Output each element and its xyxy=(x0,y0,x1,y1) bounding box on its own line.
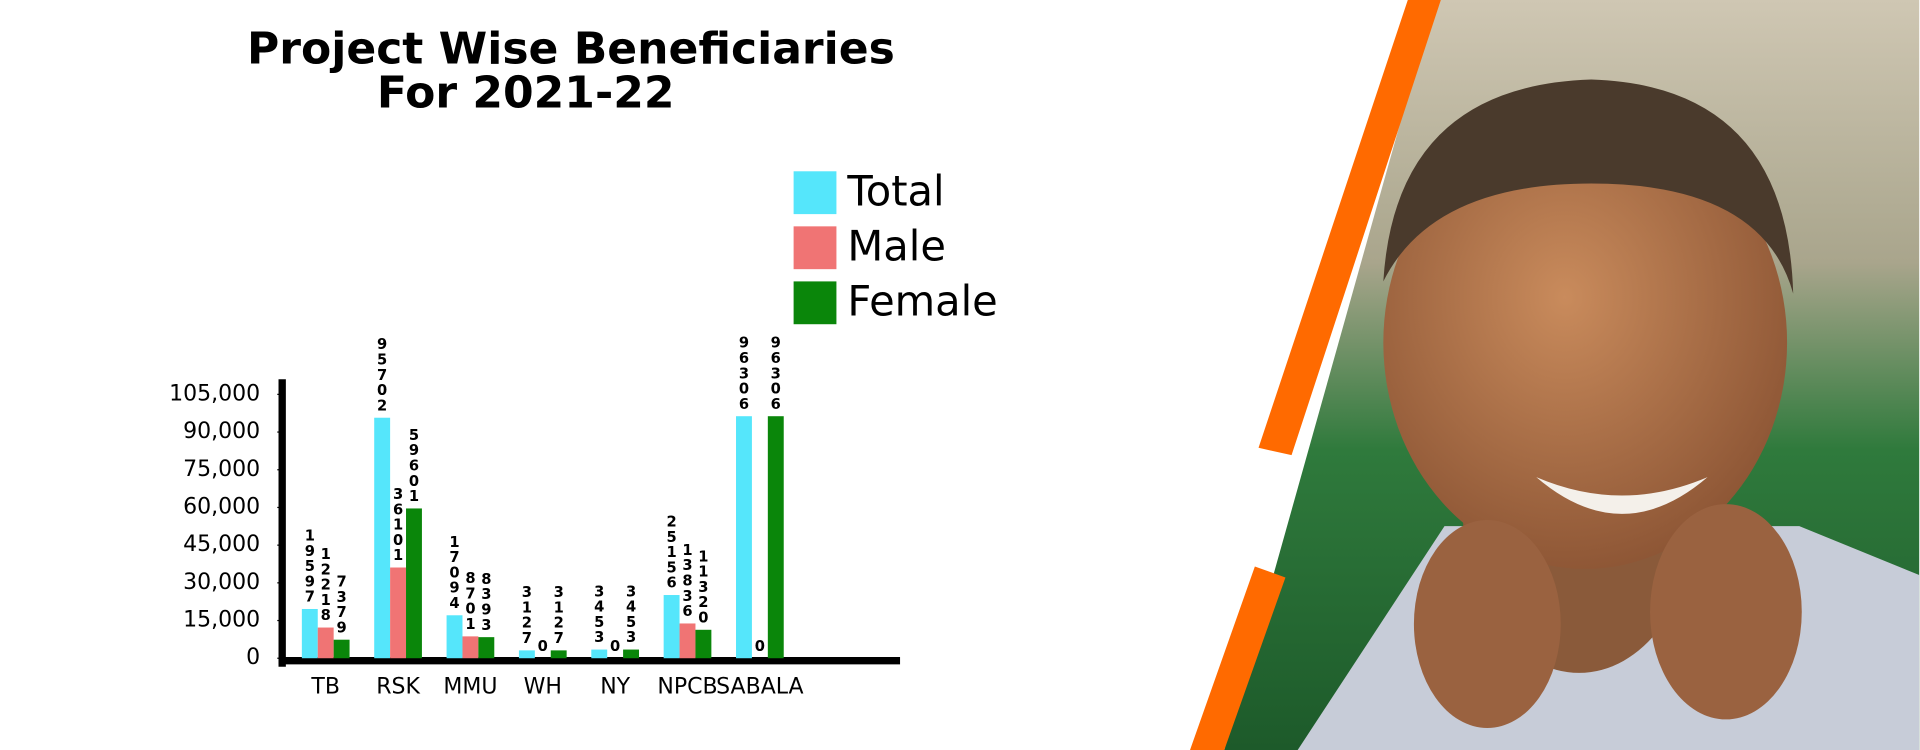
bar xyxy=(446,615,463,659)
x-tick-label: MMU xyxy=(443,675,497,700)
photo xyxy=(1190,0,1920,750)
bar xyxy=(374,417,391,659)
x-tick-label: TB xyxy=(310,675,340,700)
bar xyxy=(478,637,495,659)
data-label: 0 xyxy=(538,638,548,655)
x-tick-label: NPCB xyxy=(657,675,717,700)
plot: 0 15,000 30,000 45,000 60,000 75,000 90,000 105… xyxy=(169,167,998,700)
bar xyxy=(767,416,784,659)
bar xyxy=(301,608,318,659)
bar xyxy=(695,629,712,659)
bar xyxy=(317,627,334,659)
title-line: For 2021-22 xyxy=(377,67,675,118)
y-tick-label: 0 xyxy=(246,645,260,670)
bar xyxy=(679,623,696,659)
x-tick-label: SABALA xyxy=(716,675,803,700)
bar xyxy=(623,649,640,659)
legend-swatch xyxy=(793,281,837,325)
bar xyxy=(406,508,422,659)
data-label: 0 xyxy=(610,638,620,655)
title-line: Project Wise Beneficiaries xyxy=(247,23,895,74)
bar xyxy=(550,650,567,659)
y-tick-label: 60,000 xyxy=(183,494,260,519)
x-tick-label: WH xyxy=(524,675,562,700)
y-tick-label: 105,000 xyxy=(169,381,260,406)
title: Project Wise Beneficiaries For 2021-22 xyxy=(247,23,895,118)
bar xyxy=(333,639,350,659)
legend-label: Female xyxy=(847,277,997,326)
y-tick-label: 90,000 xyxy=(183,419,260,444)
legend-swatch xyxy=(793,171,837,215)
bar xyxy=(390,567,407,659)
x-tick-label: RSK xyxy=(376,675,420,700)
y-tick-label: 15,000 xyxy=(183,608,260,633)
legend-label: Male xyxy=(847,222,945,271)
bar xyxy=(462,636,479,659)
bar xyxy=(663,595,680,659)
legend-label: Total xyxy=(846,167,944,216)
x-tick-label: NY xyxy=(600,675,630,700)
bar xyxy=(736,416,752,659)
y-tick-label: 30,000 xyxy=(183,570,260,595)
y-tick-label: 75,000 xyxy=(183,457,260,482)
data-label: 0 xyxy=(755,638,765,655)
legend-swatch xyxy=(793,226,837,270)
y-tick-label: 45,000 xyxy=(183,532,260,557)
bar xyxy=(591,649,608,659)
bar xyxy=(518,650,535,659)
